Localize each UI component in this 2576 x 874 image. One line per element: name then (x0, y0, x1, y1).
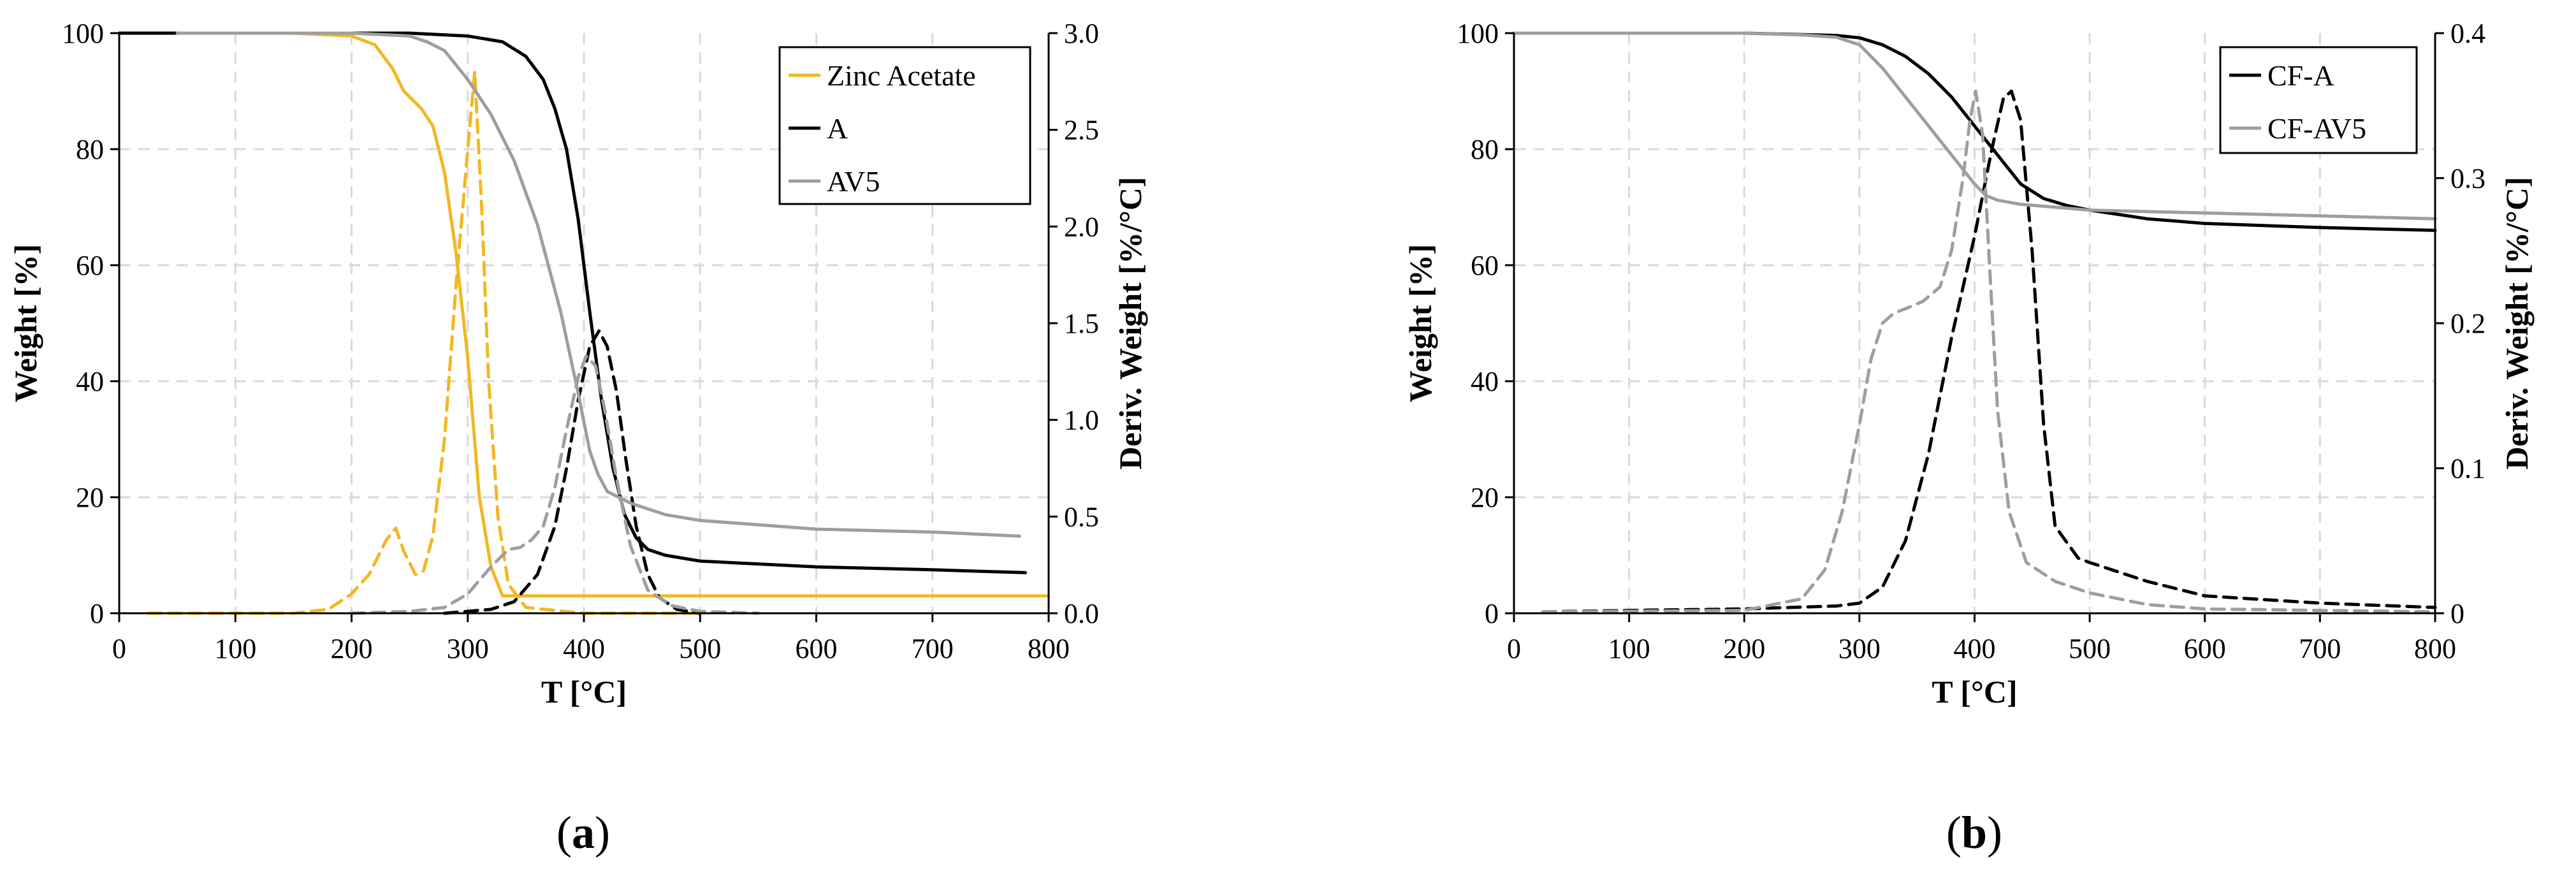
panel-label-a: (a) (557, 807, 610, 858)
y2-tick-label: 0.0 (1064, 598, 1099, 629)
x-tick-label: 800 (2414, 633, 2456, 664)
x-tick-label: 100 (1608, 633, 1650, 664)
legend-label-zinc-acetate: Zinc Acetate (827, 59, 976, 92)
legend-box (778, 46, 1031, 205)
y-tick-label: 100 (62, 18, 104, 49)
x-tick-label: 300 (1838, 633, 1881, 664)
legend-label-cf-a: CF-A (2267, 59, 2334, 92)
x-tick-label: 500 (2069, 633, 2111, 664)
y2-tick-label: 0 (2450, 598, 2464, 629)
y2-tick-label: 0.2 (2450, 308, 2485, 339)
y2-tick-label: 2.0 (1064, 211, 1099, 242)
x-tick-label: 700 (912, 633, 954, 664)
y-tick-label: 20 (76, 482, 104, 513)
y2-tick-label: 0.4 (2450, 18, 2485, 49)
x-tick-label: 400 (1954, 633, 1996, 664)
legend-label-cf-av5: CF-AV5 (2267, 112, 2366, 145)
series-line-cf-a-deriv (1541, 89, 2437, 614)
x-tick-label: 0 (112, 633, 126, 664)
series-line-a-deriv (442, 329, 702, 615)
y-tick-label: 80 (1471, 134, 1499, 165)
y-tick-label: 20 (1471, 482, 1499, 513)
x-tick-label: 300 (447, 633, 489, 664)
series-line-av5-deriv (350, 354, 760, 615)
series-line-cf-a (1512, 31, 2437, 232)
legend: CF-A CF-AV5 (2219, 46, 2418, 154)
x-tick-label: 200 (331, 633, 373, 664)
y-tick-label: 40 (76, 366, 104, 397)
legend: Zinc Acetate A AV5 (778, 46, 1031, 205)
x-tick-label: 400 (563, 633, 605, 664)
x-tick-label: 100 (214, 633, 256, 664)
x-tick-label: 500 (679, 633, 721, 664)
y2-tick-label: 0.1 (2450, 453, 2485, 484)
y2-tick-label: 1.0 (1064, 405, 1099, 436)
x-tick-label: 600 (2184, 633, 2226, 664)
x-tick-label: 200 (1723, 633, 1765, 664)
series-line-zinc-acetate (175, 31, 1051, 598)
y-tick-label: 80 (76, 134, 104, 165)
y-tick-label: 0 (90, 598, 104, 629)
panel-label-b: (b) (1946, 807, 2002, 858)
y2-tick-label: 0.5 (1064, 501, 1099, 532)
y-axis-title: Weight [%] (1402, 244, 1438, 403)
y2-axis-title: Deriv. Weight [%/°C] (1112, 177, 1148, 469)
x-axis-title: T [°C] (1932, 674, 2017, 710)
y-tick-label: 60 (76, 250, 104, 281)
y-axis-title: Weight [%] (8, 244, 43, 403)
y2-tick-label: 3.0 (1064, 18, 1099, 49)
legend-label-a: A (827, 112, 848, 145)
x-tick-label: 0 (1507, 633, 1521, 664)
y2-tick-label: 0.3 (2450, 163, 2485, 194)
x-tick-label: 700 (2299, 633, 2341, 664)
y-tick-label: 100 (1457, 18, 1499, 49)
series-line-av5 (175, 31, 1021, 538)
y2-tick-label: 2.5 (1064, 115, 1099, 146)
y-tick-label: 60 (1471, 250, 1499, 281)
y2-tick-label: 1.5 (1064, 308, 1099, 339)
series-line-zinc-acetate-deriv (147, 70, 702, 615)
series-line-a (117, 31, 1027, 574)
x-tick-label: 800 (1028, 633, 1070, 664)
y2-axis-title: Deriv. Weight [%/°C] (2499, 177, 2535, 469)
legend-box (2219, 46, 2418, 154)
y-tick-label: 0 (1485, 598, 1499, 629)
series-line-cf-av5-deriv (1541, 89, 2437, 614)
y-tick-label: 40 (1471, 366, 1499, 397)
x-tick-label: 600 (796, 633, 838, 664)
legend-label-av5: AV5 (827, 165, 880, 198)
chart-panel-a: 0 100 200 300 400 500 600 700 800 0 20 40 60 80 100 0.0… (8, 18, 1148, 858)
x-axis-title: T [°C] (541, 674, 627, 710)
chart-panel-b: 0 100 200 300 400 500 600 700 800 0 20 40 60 80 100 0 0.… (1402, 18, 2535, 858)
